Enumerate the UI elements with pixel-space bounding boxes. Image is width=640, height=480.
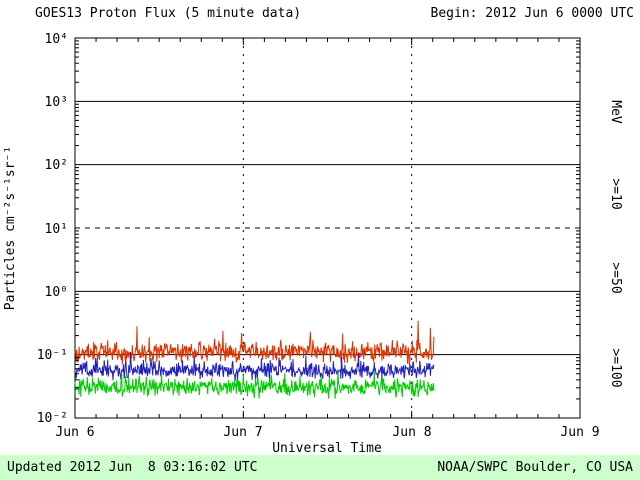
y-tick-label: 10¹ — [45, 222, 68, 237]
source-attribution: NOAA/SWPC Boulder, CO USA — [437, 460, 633, 475]
y-tick-label: 10³ — [45, 95, 68, 110]
y-axis-label: Particles cm⁻²s⁻¹sr⁻¹ — [3, 146, 18, 310]
y-tick-label: 10⁴ — [45, 32, 68, 47]
y-tick-label: 10⁻² — [37, 411, 68, 426]
right-label-mev: MeV — [608, 100, 623, 124]
plot-area: 10⁴ 10³ 10² 10¹ 10⁰ 10⁻¹ 10⁻² Jun 6 Jun … — [3, 32, 623, 456]
begin-time-label: Begin: 2012 Jun 6 0000 UTC — [430, 6, 635, 21]
flux-trace--10-mev — [74, 320, 435, 365]
flux-trace--100-mev — [74, 370, 435, 399]
y-tick-label: 10⁰ — [45, 285, 68, 300]
x-axis-label: Universal Time — [272, 441, 382, 456]
footer-bar: Updated 2012 Jun 8 03:16:02 UTC NOAA/SWP… — [0, 455, 640, 480]
flux-traces — [74, 320, 435, 399]
y-tick-label: 10⁻¹ — [37, 348, 68, 363]
x-tick-label: Jun 8 — [392, 425, 431, 440]
y-tick-label: 10² — [45, 158, 68, 173]
updated-timestamp: Updated 2012 Jun 8 03:16:02 UTC — [7, 460, 258, 475]
axis-ticks — [74, 38, 581, 418]
x-tick-label: Jun 7 — [223, 425, 262, 440]
flux-trace--50-mev — [74, 351, 435, 381]
x-tick-label: Jun 6 — [55, 425, 94, 440]
right-label-ge10: >=10 — [608, 178, 623, 209]
x-tick-label: Jun 9 — [560, 425, 599, 440]
right-label-ge100: >=100 — [608, 348, 623, 387]
right-label-ge50: >=50 — [608, 262, 623, 293]
chart-title: GOES13 Proton Flux (5 minute data) — [35, 6, 302, 21]
